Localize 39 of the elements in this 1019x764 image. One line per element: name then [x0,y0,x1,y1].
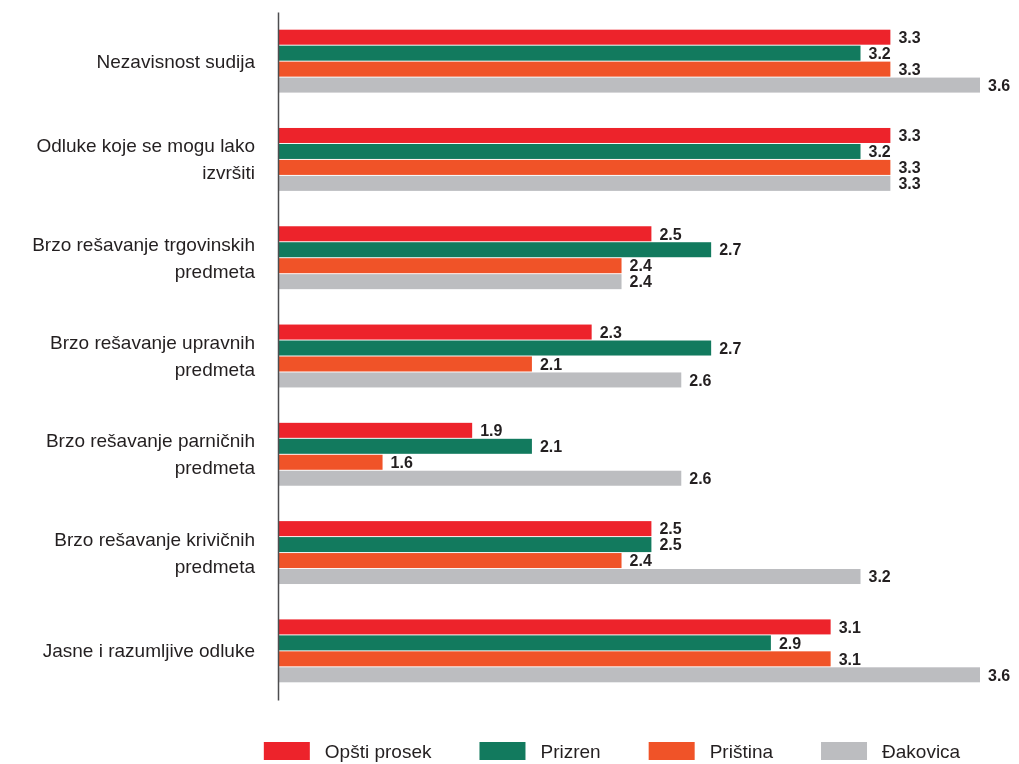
data-label: 2.4 [629,273,652,291]
legend-label: Đakovica [882,740,961,762]
legend-label: Priština [709,740,774,762]
data-label: 2.9 [778,634,802,652]
y-tick-label: Brzo rešavanje upravnih predmeta [50,332,256,380]
data-label: 3.2 [868,44,891,62]
data-label: 2.5 [659,520,682,538]
data-label: 3.1 [838,650,861,668]
data-label: 2.5 [659,225,682,243]
data-label: 3.6 [988,666,1011,684]
data-label: 3.1 [838,618,861,636]
data-label: 3.3 [898,159,921,177]
data-label: 2.5 [659,536,682,554]
data-label: 2.6 [689,371,712,389]
data-label: 2.4 [629,257,652,275]
data-label: 3.2 [868,143,891,161]
y-tick-label: Nezavisnost sudija [96,50,256,72]
data-label: 2.7 [719,241,742,259]
data-label: 3.3 [898,28,921,46]
data-label: 2.1 [539,438,563,456]
y-tick-label: Jasne i razumljive odluke [42,640,255,662]
data-label: 2.1 [539,355,563,373]
legend-label: Opšti prosek [324,740,432,762]
data-label: 3.2 [868,568,891,586]
data-label: 1.9 [480,422,503,440]
legend-label: Prizren [540,740,601,762]
y-tick-label: Brzo rešavanje parničnih predmeta [45,430,256,479]
y-tick-label: Odluke koje se mogu lako izvršiti [36,135,255,184]
data-label: 2.4 [629,552,652,570]
data-label: 3.3 [898,60,921,78]
data-label: 3.6 [988,76,1011,94]
data-label: 2.3 [599,323,622,341]
data-label: 2.6 [689,469,712,487]
data-label: 3.3 [898,127,921,145]
y-tick-label: Brzo rešavanje trgovinskih predmeta [32,233,256,282]
data-label: 1.6 [390,454,413,472]
data-label: 3.3 [898,175,921,193]
data-label: 2.7 [719,339,742,357]
y-tick-label: Brzo rešavanje krivičnih predmeta [54,528,256,577]
